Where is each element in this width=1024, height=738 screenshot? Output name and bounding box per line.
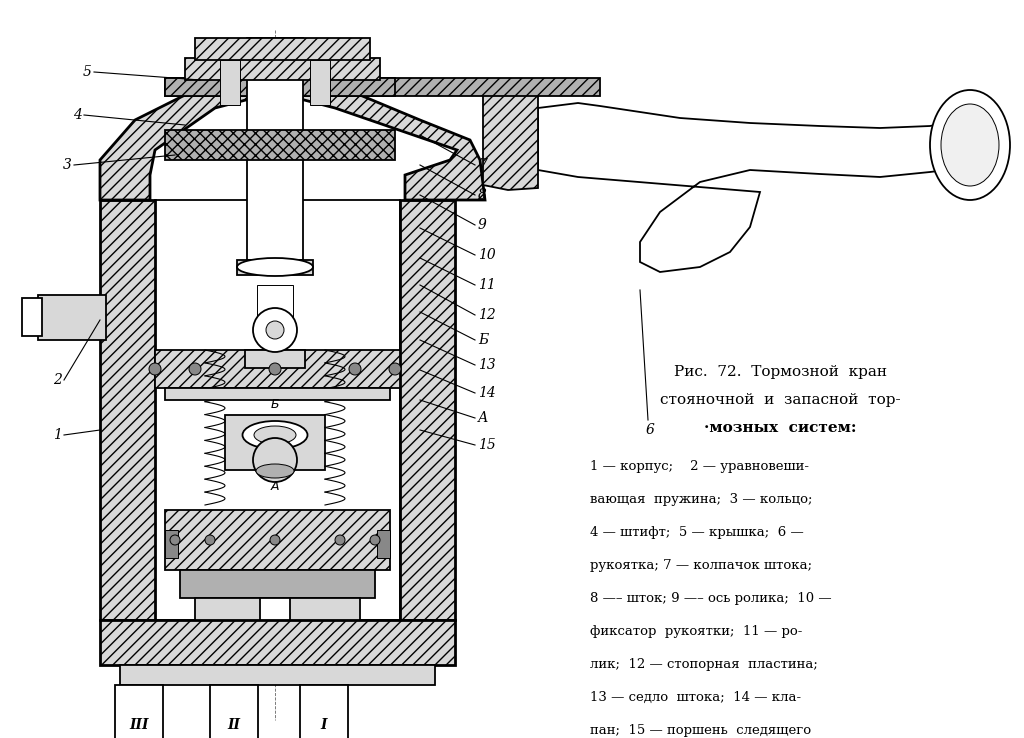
Bar	[115, 685, 163, 738]
Bar	[180, 570, 375, 598]
Text: III: III	[129, 718, 148, 732]
Text: 3: 3	[63, 158, 72, 172]
Circle shape	[266, 321, 284, 339]
Polygon shape	[483, 90, 538, 190]
Text: А: А	[478, 411, 488, 425]
Text: 9: 9	[478, 218, 486, 232]
Text: Рис.  72.  Тормозной  кран: Рис. 72. Тормозной кран	[674, 365, 887, 379]
Text: Б: Б	[270, 399, 280, 412]
Text: фиксатор  рукоятки;  11 — ро-: фиксатор рукоятки; 11 — ро-	[590, 625, 803, 638]
Bar	[195, 38, 370, 60]
Bar	[310, 60, 330, 105]
Text: рукоятка; 7 — колпачок штока;: рукоятка; 7 — колпачок штока;	[590, 559, 812, 572]
Bar	[165, 388, 390, 400]
Text: стояночной  и  запасной  тор-: стояночной и запасной тор-	[659, 393, 900, 407]
Text: 14: 14	[478, 386, 496, 400]
Bar	[155, 350, 400, 388]
Bar	[260, 598, 290, 620]
Bar	[237, 260, 313, 275]
Text: 12: 12	[478, 308, 496, 322]
Ellipse shape	[941, 104, 999, 186]
Text: лик;  12 — стопорная  пластина;: лик; 12 — стопорная пластина;	[590, 658, 818, 671]
Text: 8: 8	[478, 188, 486, 202]
Text: 10: 10	[478, 248, 496, 262]
Bar	[220, 60, 240, 105]
Ellipse shape	[256, 464, 294, 478]
Text: пан;  15 — поршень  следящего: пан; 15 — поршень следящего	[590, 724, 811, 737]
Text: 15: 15	[478, 438, 496, 452]
Bar	[225, 415, 325, 470]
Ellipse shape	[243, 421, 307, 449]
Text: 2: 2	[53, 373, 62, 387]
Bar	[38, 295, 106, 340]
Ellipse shape	[254, 426, 296, 444]
Text: А: А	[270, 480, 280, 494]
Bar	[100, 620, 455, 665]
Circle shape	[170, 535, 180, 545]
Bar	[210, 685, 258, 738]
Bar	[400, 200, 455, 620]
Text: 11: 11	[478, 278, 496, 292]
Bar	[245, 350, 305, 368]
Text: 5: 5	[83, 65, 92, 79]
Bar	[165, 78, 395, 96]
Ellipse shape	[930, 90, 1010, 200]
Bar	[120, 665, 435, 685]
Bar	[165, 530, 178, 558]
Circle shape	[150, 363, 161, 375]
Ellipse shape	[237, 258, 313, 276]
Text: 7: 7	[478, 158, 486, 172]
Text: 4 — штифт;  5 — крышка;  6 —: 4 — штифт; 5 — крышка; 6 —	[590, 526, 804, 539]
Bar	[195, 598, 360, 620]
Circle shape	[389, 363, 401, 375]
Polygon shape	[538, 103, 970, 272]
Bar	[165, 510, 390, 570]
Bar	[185, 58, 380, 80]
Bar	[247, 38, 303, 260]
Circle shape	[205, 535, 215, 545]
Text: 8 —– шток; 9 —– ось ролика;  10 —: 8 —– шток; 9 —– ось ролика; 10 —	[590, 592, 831, 605]
Text: Б: Б	[478, 333, 488, 347]
Circle shape	[253, 438, 297, 482]
Text: ·мозных  систем:: ·мозных систем:	[703, 421, 856, 435]
Text: 1 — корпус;    2 — уравновеши-: 1 — корпус; 2 — уравновеши-	[590, 460, 809, 473]
Bar	[155, 200, 400, 620]
Circle shape	[370, 535, 380, 545]
Bar	[300, 685, 348, 738]
Bar	[257, 285, 293, 335]
Polygon shape	[100, 78, 485, 200]
Circle shape	[269, 363, 281, 375]
Text: I: I	[321, 718, 328, 732]
Circle shape	[335, 535, 345, 545]
Circle shape	[189, 363, 201, 375]
Text: 1: 1	[53, 428, 62, 442]
Text: 4: 4	[73, 108, 82, 122]
Bar	[377, 530, 390, 558]
Bar	[100, 200, 155, 620]
Bar	[165, 78, 600, 96]
Bar	[165, 130, 395, 160]
Text: II: II	[227, 718, 241, 732]
Bar	[22, 298, 42, 336]
Text: 13: 13	[478, 358, 496, 372]
Text: вающая  пружина;  3 — кольцо;: вающая пружина; 3 — кольцо;	[590, 493, 812, 506]
Circle shape	[349, 363, 361, 375]
Circle shape	[253, 308, 297, 352]
Text: 13 — седло  штока;  14 — кла-: 13 — седло штока; 14 — кла-	[590, 691, 801, 704]
Circle shape	[270, 535, 280, 545]
Text: 6: 6	[645, 423, 654, 437]
